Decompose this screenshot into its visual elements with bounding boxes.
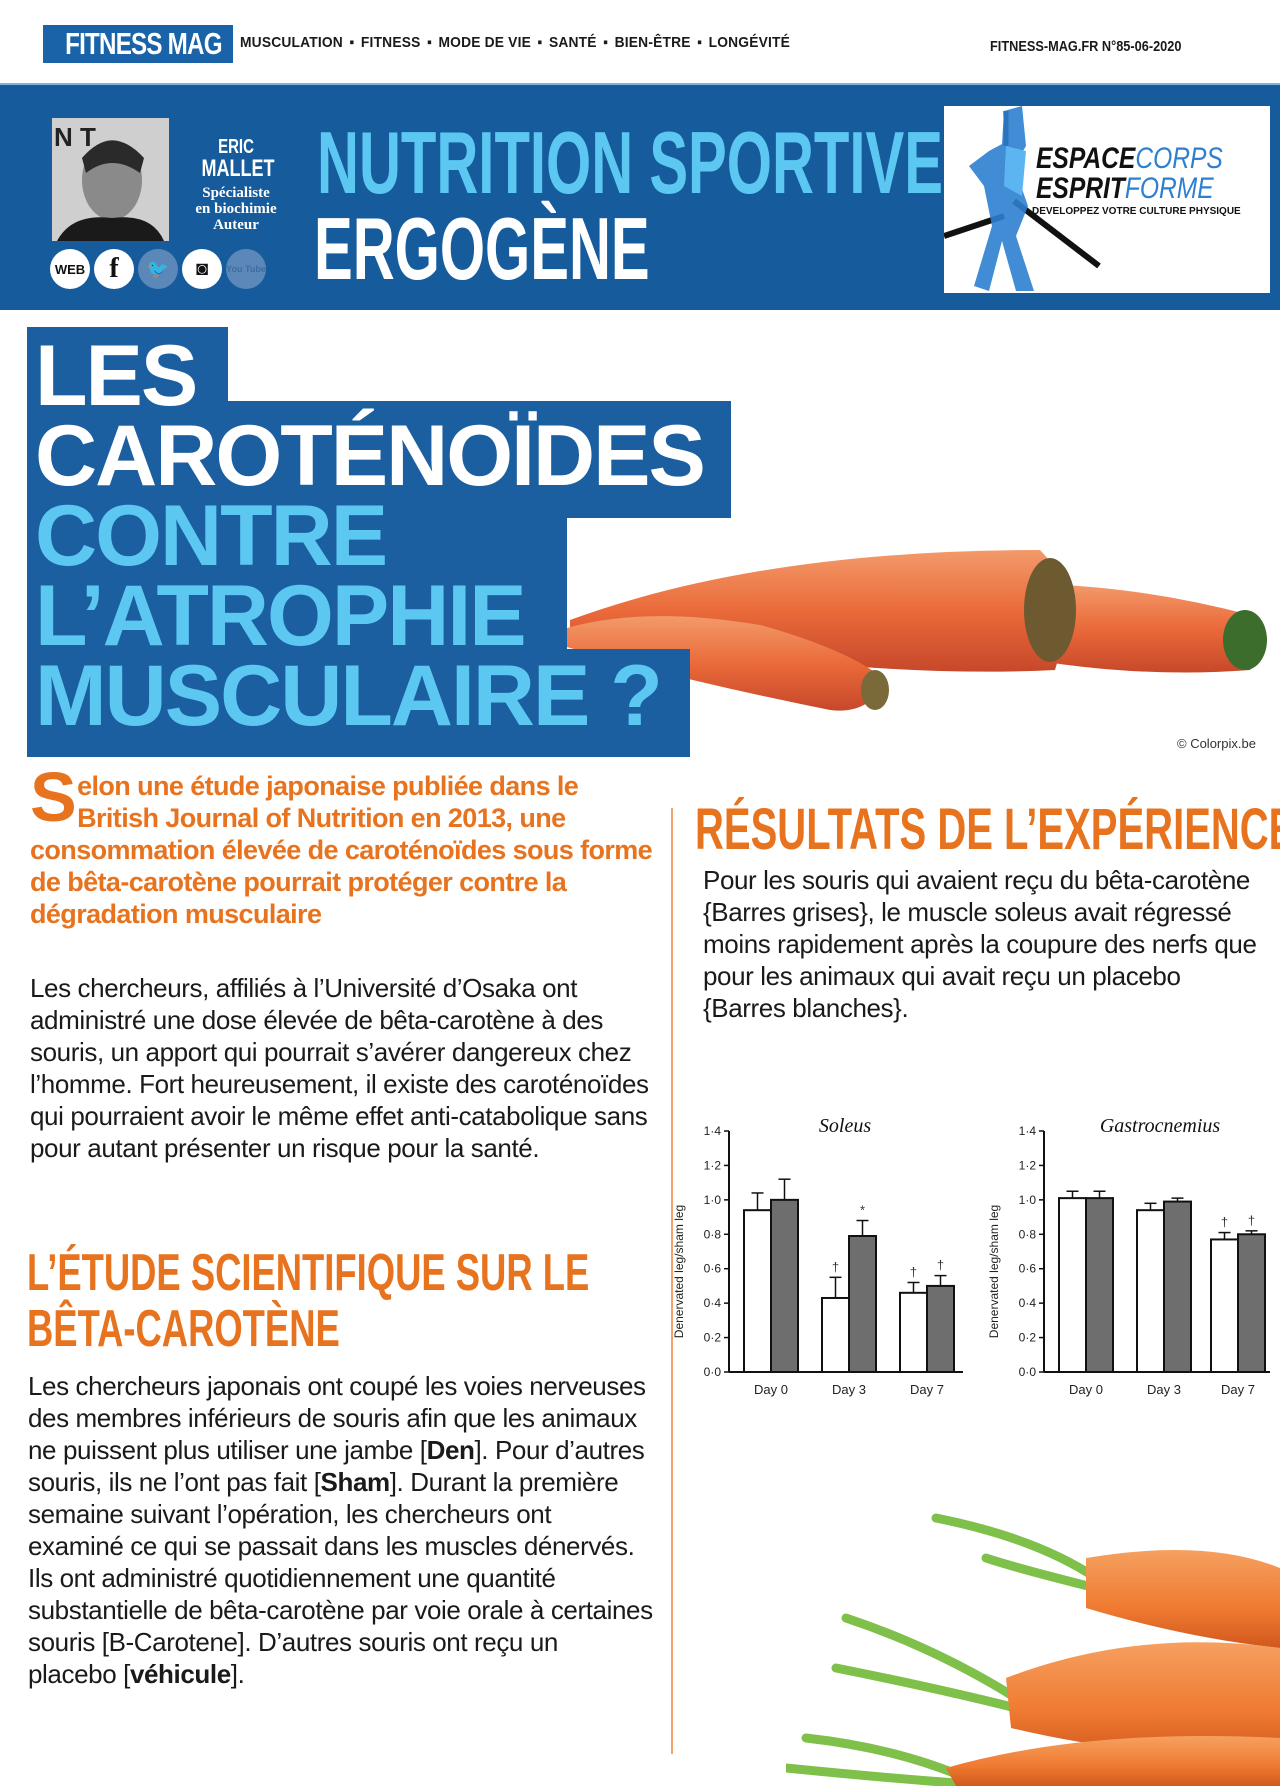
nav-sante[interactable]: SANTÉ xyxy=(548,34,597,51)
bar xyxy=(1163,1200,1192,1374)
top-nav: MUSCULATION ▪ FITNESS ▪ MODE DE VIE ▪ SANTÉ… xyxy=(240,34,791,51)
bar xyxy=(1058,1197,1087,1373)
y-tick-label: 0·4 xyxy=(1019,1296,1037,1310)
author-role: en biochimie xyxy=(195,201,277,217)
youtube-icon[interactable]: You Tube xyxy=(226,249,266,289)
drop-cap: S xyxy=(30,758,77,836)
y-tick-label: 0·8 xyxy=(1019,1227,1037,1241)
y-tick-label: 1·4 xyxy=(704,1124,722,1138)
y-tick-label: 0·6 xyxy=(1019,1262,1037,1276)
y-tick-label: 0·2 xyxy=(1019,1331,1037,1345)
social-links: WEB f 🐦 ◙ You Tube xyxy=(50,249,266,289)
paragraph-2: Les chercheurs japonais ont coupé les vo… xyxy=(28,1371,653,1689)
instagram-icon[interactable]: ◙ xyxy=(182,249,222,289)
x-tick-label: Day 0 xyxy=(1069,1382,1103,1397)
results-paragraph: Pour les souris qui avaient reçu du bêta… xyxy=(703,865,1257,1023)
author-role: Spécialiste xyxy=(202,185,270,201)
bar xyxy=(743,1209,772,1373)
paragraph-1: Les chercheurs, affiliés à l’Université … xyxy=(30,973,649,1163)
x-tick-label: Day 7 xyxy=(910,1382,944,1397)
section-heading-etude: L’ÉTUDE SCIENTIFIQUE SUR LE BÊTA-CAROTÈN… xyxy=(27,1244,590,1358)
y-tick-label: 1·2 xyxy=(704,1158,722,1172)
nav-longevite[interactable]: LONGÉVITÉ xyxy=(708,34,791,51)
significance-mark: * xyxy=(860,1203,865,1218)
carrots-photo xyxy=(560,530,1280,755)
y-tick-label: 1·0 xyxy=(704,1193,722,1207)
carrots-bottom-photo xyxy=(781,1498,1280,1788)
author-first-name: ERIC xyxy=(218,136,254,158)
bar xyxy=(1210,1238,1239,1373)
bar xyxy=(1136,1209,1165,1373)
y-tick-label: 0·0 xyxy=(704,1365,722,1379)
chart-title: Gastrocnemius xyxy=(1100,1115,1221,1137)
significance-mark: † xyxy=(832,1259,839,1274)
y-tick-label: 0·4 xyxy=(704,1296,722,1310)
x-tick-label: Day 0 xyxy=(754,1382,788,1397)
bar xyxy=(1085,1197,1114,1373)
article-title: LES CAROTÉNOÏDES CONTRE L’ATROPHIE MUSCU… xyxy=(35,328,706,744)
author-role: Auteur xyxy=(213,217,259,233)
rubric-title: NUTRITION SPORTIVE xyxy=(317,113,944,212)
y-axis-label: Denervated leg/sham leg xyxy=(672,1205,686,1338)
fitness-mag-logo[interactable]: FITNESS MAG xyxy=(43,25,233,63)
y-axis-label: Denervated leg/sham leg xyxy=(987,1205,1001,1338)
y-tick-label: 1·2 xyxy=(1019,1158,1037,1172)
chart-soleus: Soleus Denervated leg/sham leg 0·0 0·2 0·4 0·… xyxy=(672,1115,963,1397)
issue-number: FITNESS-MAG.FR N°85-06-2020 xyxy=(990,38,1182,55)
y-tick-label: 0·8 xyxy=(704,1227,722,1241)
section-heading-resultats: RÉSULTATS DE L’EXPÉRIENCE xyxy=(695,797,1280,862)
title-block xyxy=(27,327,228,407)
author-last-name: MALLET xyxy=(201,155,275,182)
x-tick-label: Day 3 xyxy=(832,1382,866,1397)
espace-corps-logo[interactable]: ESPACECORPS ESPRITFORME DEVELOPPEZ VOTRE… xyxy=(944,106,1270,293)
significance-mark: † xyxy=(1248,1213,1255,1228)
title-block xyxy=(27,649,690,757)
rubric-subtitle: ERGOGÈNE xyxy=(314,199,650,298)
bar xyxy=(821,1296,850,1374)
y-tick-label: 0·2 xyxy=(704,1331,722,1345)
nav-musculation[interactable]: MUSCULATION xyxy=(240,34,343,51)
facebook-icon[interactable]: f xyxy=(94,249,134,289)
author-photo: N T xyxy=(52,118,169,241)
svg-text:N T: N T xyxy=(54,122,96,152)
bar xyxy=(899,1291,928,1373)
web-icon[interactable]: WEB xyxy=(50,249,90,289)
title-block xyxy=(27,401,731,518)
title-block xyxy=(27,500,567,660)
y-tick-label: 0·0 xyxy=(1019,1365,1037,1379)
bar xyxy=(770,1198,799,1373)
twitter-icon[interactable]: 🐦 xyxy=(138,249,178,289)
bar xyxy=(848,1235,877,1373)
significance-mark: † xyxy=(937,1258,944,1273)
bar xyxy=(926,1284,955,1373)
author-info: ERIC MALLET Spécialiste en biochimie Aut… xyxy=(190,136,282,233)
y-tick-label: 1·4 xyxy=(1019,1124,1037,1138)
nav-mode-de-vie[interactable]: MODE DE VIE xyxy=(438,34,531,51)
column-divider xyxy=(671,808,673,1754)
bar xyxy=(1237,1233,1266,1373)
nav-bien-etre[interactable]: BIEN-ÊTRE xyxy=(614,34,691,51)
y-tick-label: 0·6 xyxy=(704,1262,722,1276)
y-tick-label: 1·0 xyxy=(1019,1193,1037,1207)
nav-fitness[interactable]: FITNESS xyxy=(360,34,421,51)
photo-credit: © Colorpix.be xyxy=(1177,736,1256,751)
significance-mark: † xyxy=(1221,1215,1228,1230)
significance-mark: † xyxy=(910,1264,917,1279)
chart-gastrocnemius: Gastrocnemius Denervated leg/sham leg 0·0 0… xyxy=(987,1115,1270,1397)
x-tick-label: Day 3 xyxy=(1147,1382,1181,1397)
x-tick-label: Day 7 xyxy=(1221,1382,1255,1397)
chart-title: Soleus xyxy=(819,1115,871,1137)
